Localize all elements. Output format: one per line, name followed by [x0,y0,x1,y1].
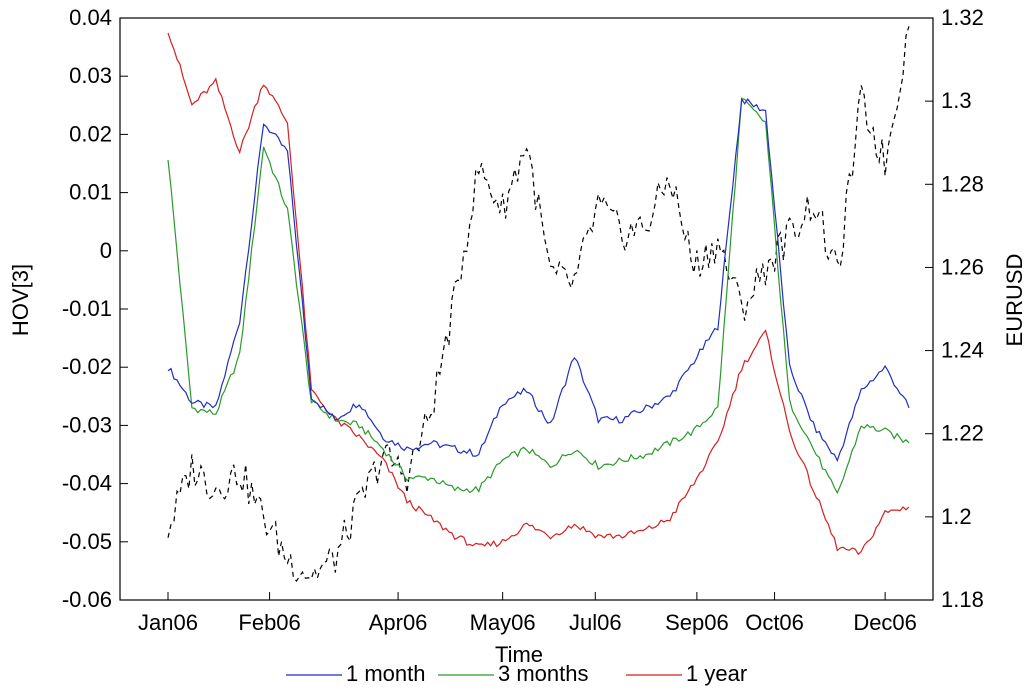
x-tick-label: May06 [470,610,536,635]
plot-area-border [119,17,934,601]
y-left-tick-label: -0.03 [62,412,112,437]
x-tick-label: Jan06 [138,610,198,635]
series-line-3-months [167,97,910,495]
legend-label: 1 year [686,661,747,686]
series-line-1-year [167,32,910,556]
y-right-tick-label: 1.28 [941,171,984,196]
x-axis-label: Time [495,642,543,667]
y-axis-left-label: HOV[3] [8,264,33,336]
axes-frame [119,17,934,601]
y-right-tick-label: 1.3 [941,88,972,113]
y-right-tick-label: 1.32 [941,5,984,30]
y-left-tick-label: -0.05 [62,529,112,554]
y-right-tick-label: 1.24 [941,338,984,363]
y-left-tick-label: 0 [100,238,112,263]
x-tick-label: Jul06 [569,610,622,635]
y-right-tick-label: 1.2 [941,504,972,529]
x-tick-label: Oct06 [745,610,804,635]
y-left-tick-label: -0.06 [62,587,112,612]
y-left-tick-label: 0.01 [69,180,112,205]
ticks: -0.06 -0.05 -0.04 -0.03 -0.02 -0.01 0 0.01 0.02 0… [62,5,984,635]
series-line-eurusd [167,26,910,582]
x-tick-label: Apr06 [369,610,428,635]
y-right-tick-label: 1.18 [941,587,984,612]
y-left-tick-label: 0.02 [69,121,112,146]
x-tick-label: Feb06 [238,610,300,635]
y-axis-right-label: EURUSD [1002,254,1027,347]
y-right-tick-label: 1.26 [941,254,984,279]
y-right-tick-label: 1.22 [941,421,984,446]
series-line-1-month [167,97,910,463]
y-left-tick-label: -0.02 [62,354,112,379]
y-left-tick-label: 0.04 [69,5,112,30]
legend-label: 1 month [346,661,426,686]
y-left-tick-label: -0.01 [62,296,112,321]
legend-label: 3 months [498,661,589,686]
legend: 1 month 3 months 1 year [286,661,747,686]
x-tick-label: Sep06 [665,610,729,635]
y-left-tick-label: 0.03 [69,63,112,88]
series-lines [167,26,910,582]
x-tick-label: Dec06 [853,610,917,635]
y-left-tick-label: -0.04 [62,471,112,496]
